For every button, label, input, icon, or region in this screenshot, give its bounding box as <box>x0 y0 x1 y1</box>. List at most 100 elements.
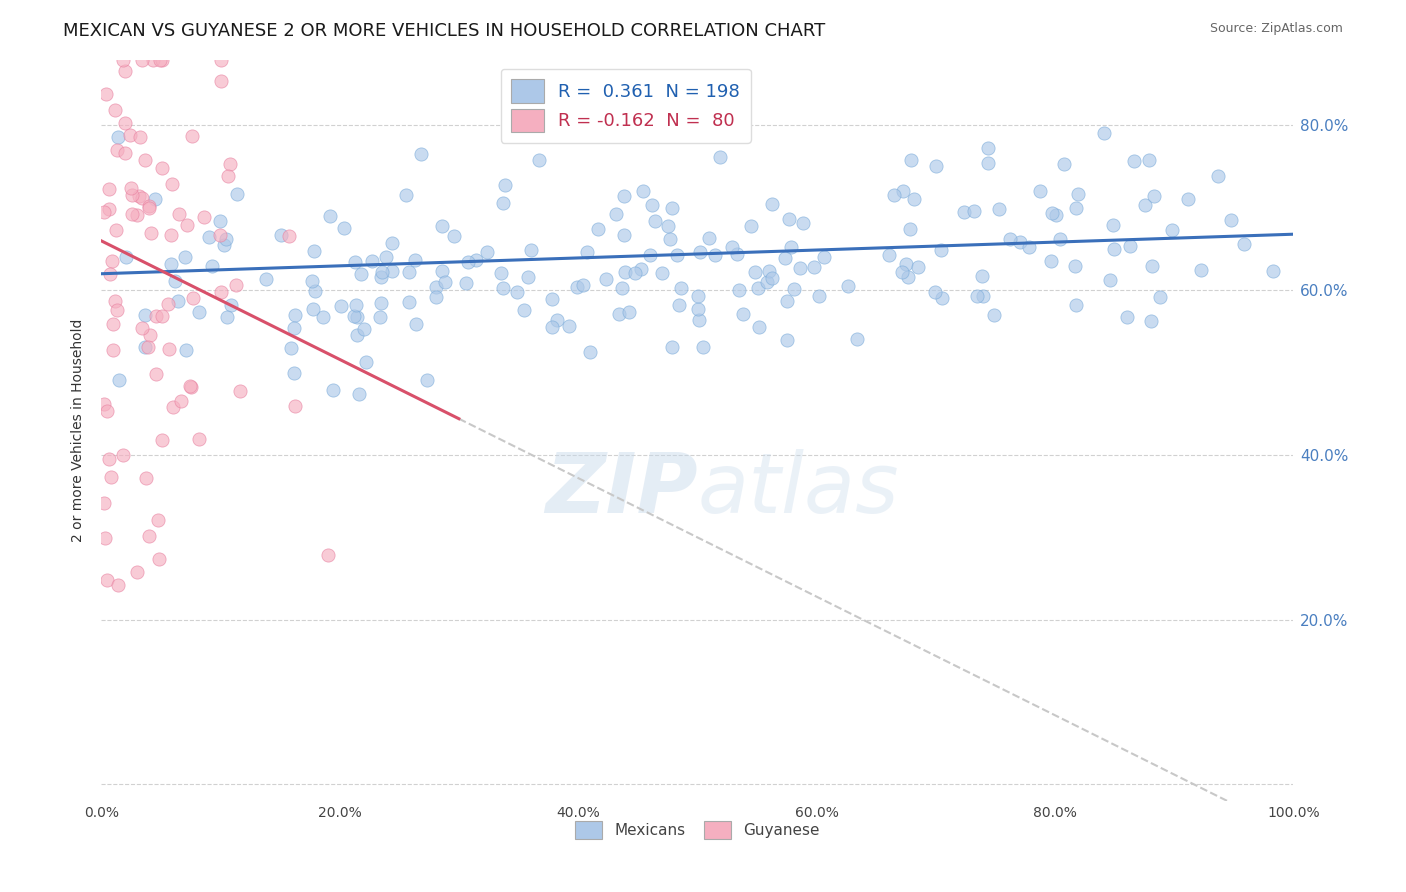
Point <box>371 265 394 279</box>
Y-axis label: 2 or more Vehicles in Household: 2 or more Vehicles in Household <box>72 318 86 542</box>
Point <box>100 470 122 484</box>
Point <box>162 400 184 414</box>
Point <box>93 397 115 411</box>
Point <box>783 282 806 296</box>
Point <box>284 308 307 322</box>
Point <box>150 53 173 67</box>
Point <box>208 213 231 227</box>
Point <box>1063 259 1085 273</box>
Point <box>209 74 232 88</box>
Point <box>1049 231 1071 245</box>
Point <box>837 279 859 293</box>
Point <box>283 366 305 380</box>
Point <box>669 281 692 295</box>
Point <box>98 267 121 281</box>
Point <box>988 202 1011 216</box>
Point <box>104 293 127 308</box>
Point <box>970 268 993 283</box>
Point <box>134 153 156 167</box>
Point <box>668 298 690 312</box>
Point <box>101 254 124 268</box>
Point <box>425 280 447 294</box>
Point <box>891 185 914 199</box>
Point <box>605 207 627 221</box>
Point <box>761 271 783 285</box>
Text: atlas: atlas <box>697 449 898 530</box>
Point <box>93 495 115 509</box>
Point <box>145 368 167 382</box>
Point <box>93 205 115 219</box>
Point <box>160 228 183 243</box>
Point <box>101 318 124 332</box>
Point <box>139 327 162 342</box>
Point <box>344 297 367 311</box>
Point <box>929 243 952 257</box>
Point <box>181 128 204 143</box>
Point <box>773 251 796 265</box>
Point <box>131 190 153 204</box>
Point <box>845 332 868 346</box>
Point <box>898 221 921 235</box>
Point <box>1040 205 1063 219</box>
Point <box>1010 235 1032 249</box>
Point <box>1102 219 1125 233</box>
Point <box>586 221 609 235</box>
Point <box>1135 198 1157 212</box>
Point <box>546 312 568 326</box>
Point <box>725 247 748 261</box>
Point <box>98 202 121 216</box>
Point <box>931 291 953 305</box>
Point <box>405 317 427 331</box>
Point <box>610 280 633 294</box>
Point <box>513 303 536 318</box>
Point <box>107 303 129 318</box>
Point <box>613 188 636 202</box>
Point <box>370 269 392 284</box>
Point <box>360 254 382 268</box>
Text: ZIP: ZIP <box>544 449 697 530</box>
Point <box>1263 263 1285 277</box>
Point <box>689 245 711 260</box>
Point <box>157 342 180 356</box>
Point <box>747 281 769 295</box>
Point <box>540 292 562 306</box>
Point <box>900 153 922 167</box>
Point <box>430 219 453 234</box>
Point <box>98 451 121 466</box>
Point <box>96 573 118 587</box>
Point <box>756 276 779 290</box>
Point <box>398 294 420 309</box>
Point <box>229 384 252 399</box>
Point <box>1139 314 1161 328</box>
Point <box>188 432 211 446</box>
Point <box>131 321 153 335</box>
Point <box>114 250 136 264</box>
Point <box>343 254 366 268</box>
Point <box>688 302 710 317</box>
Point <box>121 188 143 202</box>
Point <box>319 209 342 223</box>
Point <box>727 283 749 297</box>
Point <box>740 219 762 233</box>
Point <box>1189 263 1212 277</box>
Point <box>135 470 157 484</box>
Point <box>302 302 325 317</box>
Point <box>301 273 323 287</box>
Point <box>1140 259 1163 273</box>
Point <box>807 289 830 303</box>
Point <box>163 274 186 288</box>
Point <box>107 130 129 145</box>
Point <box>138 201 160 215</box>
Point <box>491 266 513 280</box>
Point <box>114 146 136 161</box>
Point <box>370 310 392 324</box>
Point <box>704 248 727 262</box>
Point <box>1092 126 1115 140</box>
Point <box>278 229 301 244</box>
Point <box>1143 189 1166 203</box>
Text: Source: ZipAtlas.com: Source: ZipAtlas.com <box>1209 22 1343 36</box>
Point <box>720 239 742 253</box>
Point <box>1219 213 1241 227</box>
Point <box>215 232 238 246</box>
Point <box>1066 298 1088 312</box>
